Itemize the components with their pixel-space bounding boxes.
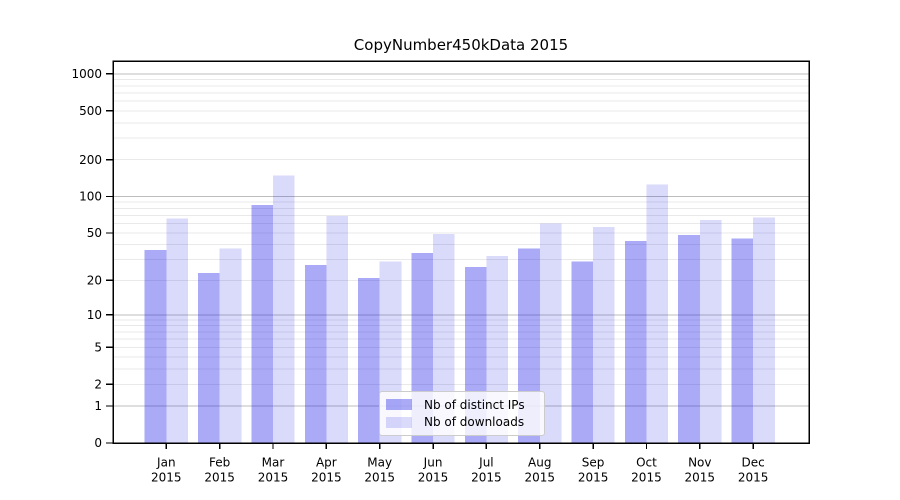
bar-nb-of-distinct-ips-feb — [198, 273, 220, 443]
bar-nb-of-distinct-ips-mar — [251, 205, 273, 443]
x-tick-label-month-jul: Jul — [478, 456, 493, 470]
x-tick-label-month-nov: Nov — [688, 456, 711, 470]
legend-entry-distinct-ips: Nb of distinct IPs — [386, 396, 536, 413]
bar-nb-of-downloads-mar — [273, 175, 295, 443]
bar-nb-of-downloads-oct — [646, 184, 669, 443]
y-tick-label-200: 200 — [79, 153, 102, 167]
bar-nb-of-distinct-ips-jan — [144, 250, 167, 443]
x-tick-label-month-dec: Dec — [742, 456, 765, 470]
legend: Nb of distinct IPs Nb of downloads — [379, 391, 545, 436]
x-tick-label-year-aug: 2015 — [524, 471, 555, 485]
x-tick-label-year-apr: 2015 — [311, 471, 342, 485]
bar-nb-of-downloads-aug — [539, 223, 562, 443]
x-tick-label-month-feb: Feb — [209, 456, 230, 470]
bar-nb-of-downloads-apr — [326, 216, 348, 443]
x-tick-label-year-dec: 2015 — [738, 471, 769, 485]
y-tick-label-50: 50 — [87, 226, 102, 240]
legend-entry-downloads: Nb of downloads — [386, 414, 536, 431]
bar-nb-of-downloads-nov — [699, 220, 722, 443]
x-tick-label-month-aug: Aug — [528, 456, 551, 470]
x-tick-label-month-oct: Oct — [636, 456, 657, 470]
bar-nb-of-distinct-ips-dec — [731, 238, 754, 443]
bar-nb-of-distinct-ips-sep — [571, 261, 594, 443]
x-tick-label-year-nov: 2015 — [685, 471, 716, 485]
legend-label-downloads: Nb of downloads — [424, 415, 525, 430]
x-tick-label-year-mar: 2015 — [258, 471, 289, 485]
x-tick-label-year-jul: 2015 — [471, 471, 502, 485]
bar-nb-of-downloads-sep — [593, 227, 615, 443]
y-tick-label-1000: 1000 — [71, 67, 102, 81]
bar-nb-of-distinct-ips-apr — [304, 264, 327, 443]
bar-nb-of-downloads-dec — [753, 217, 775, 443]
y-tick-label-1: 1 — [94, 399, 102, 413]
y-tick-label-10: 10 — [87, 308, 102, 322]
x-tick-label-year-oct: 2015 — [631, 471, 662, 485]
chart-title: CopyNumber450kData 2015 — [353, 36, 569, 54]
legend-label-distinct-ips: Nb of distinct IPs — [424, 397, 525, 412]
x-tick-label-month-may: May — [367, 456, 392, 470]
x-tick-label-month-jan: Jan — [156, 456, 176, 470]
x-tick-label-month-jun: Jun — [423, 456, 443, 470]
bar-nb-of-distinct-ips-oct — [624, 240, 647, 443]
legend-swatch-distinct-ips — [386, 399, 412, 411]
x-tick-label-month-mar: Mar — [262, 456, 285, 470]
y-tick-label-5: 5 — [94, 340, 102, 354]
bar-nb-of-downloads-jan — [166, 218, 188, 443]
x-tick-label-year-jun: 2015 — [418, 471, 449, 485]
x-tick-label-month-sep: Sep — [582, 456, 605, 470]
x-tick-label-year-may: 2015 — [364, 471, 395, 485]
bar-nb-of-distinct-ips-nov — [678, 235, 700, 443]
x-tick-label-year-sep: 2015 — [578, 471, 609, 485]
y-tick-label-0: 0 — [94, 436, 102, 450]
y-tick-label-500: 500 — [79, 104, 102, 118]
y-tick-label-100: 100 — [79, 190, 102, 204]
y-tick-label-20: 20 — [87, 274, 102, 288]
y-tick-label-2: 2 — [94, 378, 102, 392]
axes-frame — [112, 60, 810, 444]
bar-nb-of-downloads-feb — [219, 248, 242, 443]
x-tick-label-year-feb: 2015 — [204, 471, 235, 485]
legend-swatch-downloads — [386, 416, 412, 428]
x-tick-label-year-jan: 2015 — [151, 471, 182, 485]
x-tick-label-month-apr: Apr — [316, 456, 337, 470]
bar-nb-of-downloads-jun — [433, 234, 455, 443]
bar-nb-of-distinct-ips-may — [358, 277, 380, 443]
